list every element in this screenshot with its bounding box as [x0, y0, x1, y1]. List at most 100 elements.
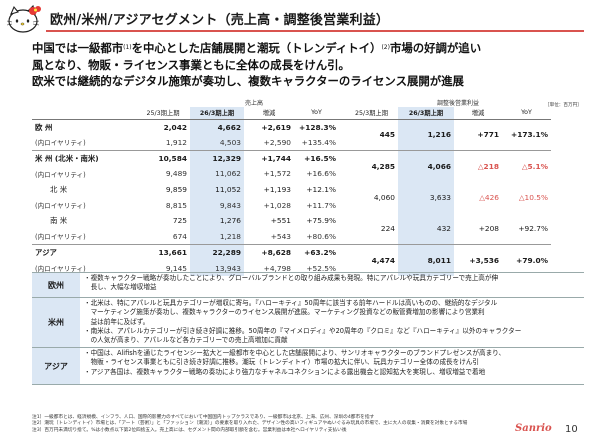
segment-text-line: マーケティング施策が奏功し、複数キャラクターのライセンス展開が進展。マーケティン… [84, 308, 485, 317]
cell: +79.0% [502, 243, 551, 276]
headline-note-2: (2) [381, 44, 390, 51]
row-name: 南 米 [50, 216, 68, 226]
cell: +551 [270, 216, 291, 226]
table-header-row: 25/3期上期 26/3期上期 増減 YoY 25/3期上期 26/3期上期 増… [32, 107, 551, 120]
cell: 8,815 [165, 200, 187, 210]
segment-text-line: ・複数キャラクター戦略が奏功したことにより、グローバルブランドとの取り組み成果も… [84, 274, 499, 282]
segment-text-line: 益は前年に及ばず。 [84, 317, 150, 326]
table-row: 南 米 725 1,276 +551 +75.9% 224 432 +208 +… [32, 213, 551, 245]
cell: +4,798 [263, 263, 291, 273]
col-header: 増減 [244, 107, 294, 120]
cell: +80.6% [306, 231, 336, 241]
cell: △426 [479, 192, 499, 202]
cell: △10.5% [518, 192, 548, 202]
segment-label: 米州 [32, 298, 80, 347]
row-name: 米 州 (北米・南米) [32, 149, 136, 167]
segment-text-line: ・中国は、Alifishを通じたライセンシー拡大と一級都市を中心とした店舗展開に… [84, 349, 506, 357]
col-header: 25/3期上期 [136, 107, 190, 120]
cell: +135.4% [301, 137, 336, 147]
footnote: 注1）一級都市とは、経済規模、インフラ、人口、国際的影響力のすべてにおいて中国国… [32, 415, 375, 420]
cell: +52.5% [306, 263, 336, 273]
row-name: (内ロイヤリティ) [35, 233, 86, 242]
row-name: (内ロイヤリティ) [35, 170, 86, 179]
cell: +173.1% [511, 130, 548, 140]
cell: +771 [477, 130, 499, 140]
cell: +128.3% [299, 122, 336, 132]
footnote: 注3）百万円未満切り捨て。%は小数点以下第2位四捨五入。売上高には、セグメント間… [32, 427, 347, 433]
cell: +16.5% [294, 149, 339, 167]
cell: 9,859 [165, 185, 187, 195]
col-header: 26/3期上期 [398, 107, 454, 120]
cell: △5.1% [502, 149, 551, 182]
unit-label: ［単位：百万円］ [545, 103, 582, 108]
footnote: 注2）潮玩（トレンディトイ）市場とは、「アート（芸術）」と「ファッション（潮流）… [32, 421, 468, 427]
cell: 4,662 [190, 119, 244, 135]
cell: 1,276 [190, 213, 244, 229]
row-name: 北 米 [50, 185, 68, 195]
cell: +2,590 [263, 137, 291, 147]
table-row: (内ロイヤリティ) 1,912 4,503 +2,590 +135.4% [32, 134, 551, 151]
segment-text-line: ・南米は、アパレルカテゴリーが引き続き好調に推移。50周年の『マイメロディ』や2… [84, 326, 522, 335]
cell: +12.1% [306, 185, 336, 195]
row-name: (内ロイヤリティ) [35, 139, 86, 148]
footnotes: 注1）一級都市とは、経済規模、インフラ、人口、国際的影響力のすべてにおいて中国国… [32, 415, 502, 434]
cell: 3,633 [398, 181, 454, 214]
segment-label: 欧州 [32, 273, 80, 297]
col-header: 増減 [454, 107, 502, 120]
cell: +3,536 [454, 243, 502, 276]
segment-row-europe: 欧州 ・複数キャラクター戦略が奏功したことにより、グローバルブランドとの取り組み… [32, 272, 584, 297]
table-row: (内ロイヤリティ) 9,489 11,062 +1,572 +16.6% [32, 166, 551, 182]
title-divider [46, 30, 584, 32]
cell: 432 [398, 213, 454, 245]
sanrio-logo: Sanrio [515, 423, 552, 434]
cell: +1,572 [263, 169, 291, 179]
cell: 1,912 [165, 137, 187, 147]
cell: +75.9% [306, 216, 336, 226]
cell: +2,619 [261, 122, 291, 132]
cell: 22,289 [190, 244, 244, 261]
cell: 4,503 [190, 134, 244, 151]
cell: 9,489 [165, 169, 187, 179]
cell: 13,661 [136, 244, 190, 261]
sales-label: 売上高 [245, 100, 264, 107]
cell: 674 [172, 231, 187, 241]
col-header: YoY [502, 107, 551, 120]
segment-text-line: ・北米は、特にアパレルと玩具カテゴリーが増収に寄与。『ハローキティ』50周年に該… [84, 299, 498, 307]
segment-commentary: 欧州 ・複数キャラクター戦略が奏功したことにより、グローバルブランドとの取り組み… [32, 272, 584, 385]
cell: +208 [478, 224, 499, 234]
cell: +92.7% [518, 224, 548, 234]
segment-row-americas: 米州 ・北米は、特にアパレルと玩具カテゴリーが増収に寄与。『ハローキティ』50周… [32, 297, 584, 347]
cell: 11,062 [190, 166, 244, 182]
hello-kitty-logo-icon [6, 4, 41, 33]
segment-text-line: 物販・ライセンス事業ともに引き続き好調に推移。潮玩（トレンディトイ）市場の拡大に… [84, 358, 480, 367]
cell: 4,285 [345, 149, 398, 182]
segment-text-line: ・アジア各国は、複数キャラクター戦略の奏功により強力なチャネルコネクションによる… [84, 367, 486, 376]
headline: 中国では一級都市(1)を中心とした店舗展開と潮玩（トレンディトイ）(2)市場の好… [32, 40, 584, 90]
headline-line2: 風となり、物販・ライセンス事業ともに全体の成長をけん引。 [32, 57, 350, 72]
cell: 4,066 [398, 149, 454, 182]
cell: 445 [379, 130, 395, 140]
headline-line1-a: 中国では一級都市 [32, 41, 124, 55]
table-row: (内ロイヤリティ) 9,145 13,943 +4,798 +52.5% [32, 260, 551, 276]
cell: 1,218 [190, 228, 244, 245]
cell: +1,028 [263, 200, 291, 210]
table-row: 欧 州 2,042 4,662 +2,619 +128.3% 445 1,216… [32, 119, 551, 151]
headline-line1-b: を中心とした店舗展開と潮玩（トレンディトイ） [131, 41, 382, 55]
cell: 11,052 [190, 181, 244, 198]
cell: 4,060 [373, 192, 395, 202]
segment-row-asia: アジア ・中国は、Alifishを通じたライセンシー拡大と一級都市を中心とした店… [32, 347, 584, 385]
table-row: (内ロイヤリティ) 8,815 9,843 +1,028 +11.7% [32, 197, 551, 214]
headline-note-1: (1) [123, 44, 132, 51]
financial-table: 25/3期上期 26/3期上期 増減 YoY 25/3期上期 26/3期上期 増… [32, 107, 551, 276]
segment-label: アジア [32, 348, 80, 384]
cell: 2,042 [163, 122, 187, 132]
cell: +8,628 [244, 244, 294, 261]
row-name: 欧 州 [35, 122, 53, 132]
cell: +1,193 [263, 185, 291, 195]
col-header: 25/3期上期 [345, 107, 398, 120]
cell: +1,744 [244, 149, 294, 167]
cell: 8,011 [398, 243, 454, 276]
page-title: 欧州/米州/アジアセグメント（売上高・調整後営業利益） [50, 13, 390, 28]
table-row: アジア 13,661 22,289 +8,628 +63.2% 4,474 8,… [32, 243, 551, 276]
